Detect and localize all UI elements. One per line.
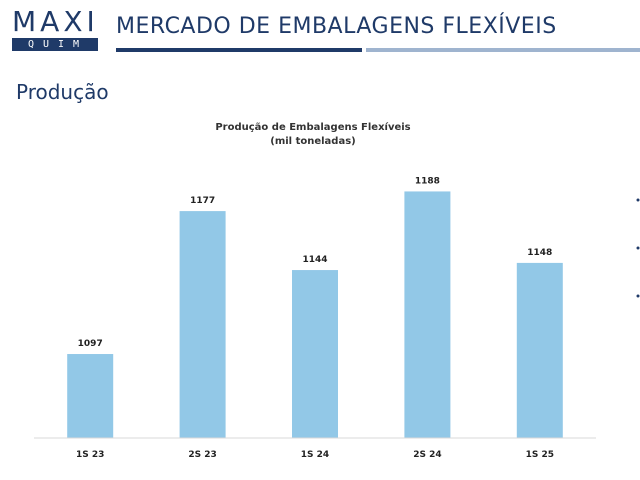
section-title: Produção [16,80,109,104]
edge-dot [636,294,640,298]
chart-subtitle: (mil toneladas) [270,136,355,147]
x-tick-label: 1S 24 [301,450,329,460]
data-label: 1097 [78,339,103,349]
logo-top-text: MAXI [12,5,99,38]
edge-dot [636,198,640,202]
title-rule-dark [116,48,362,52]
chart-title: Produção de Embalagens Flexíveis [215,121,410,133]
x-tick-label: 1S 23 [76,450,104,460]
logo-bottom-text: QUIM [12,38,98,51]
x-tick-label: 1S 25 [526,450,554,460]
bar-1s-23 [67,354,114,438]
data-label: 1148 [527,248,552,258]
maxiquim-logo: MAXI QUIM [12,8,98,51]
data-label: 1188 [415,176,440,186]
bar-1s-24 [292,270,338,438]
bar-1s-25 [516,262,563,438]
x-tick-label: 2S 24 [413,450,441,460]
bars-group: 1097 1S 23 1177 2S 23 1144 1S 24 1188 2S 24 1148… [67,176,563,460]
edge-dot [636,246,640,250]
bar-2s-23 [179,211,226,438]
header: MAXI QUIM MERCADO DE EMBALAGENS FLEXÍVEI… [0,0,640,60]
x-tick-label: 2S 23 [188,450,216,460]
bar-2s-24 [404,191,451,438]
data-label: 1144 [302,255,327,265]
data-label: 1177 [190,196,215,206]
right-edge-marks [636,198,640,298]
page-title: MERCADO DE EMBALAGENS FLEXÍVEIS [116,14,557,39]
title-rule-light [366,48,640,52]
